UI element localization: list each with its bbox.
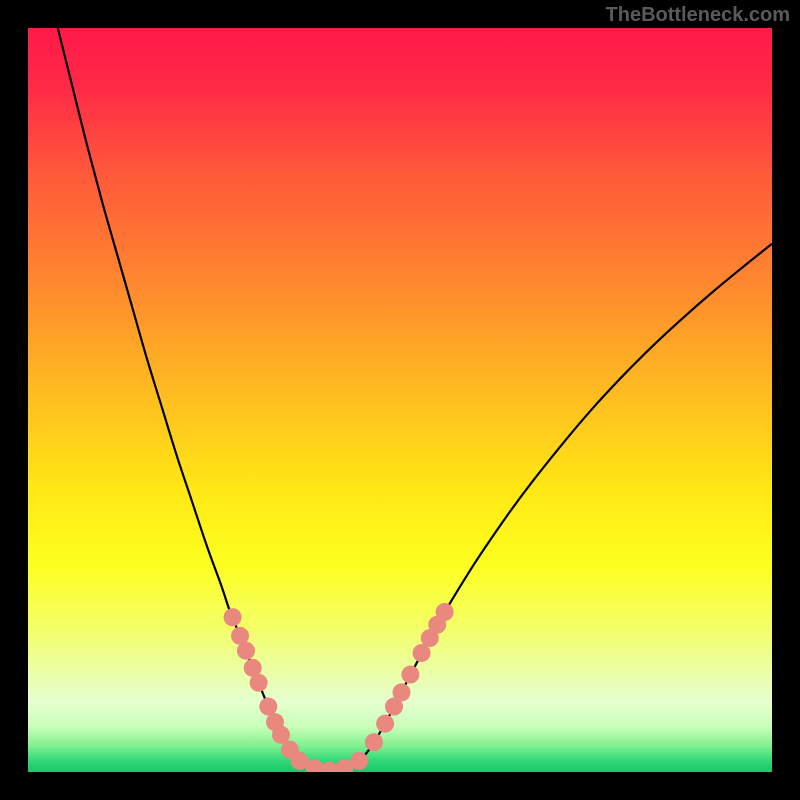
data-marker [224, 608, 242, 626]
data-marker [259, 698, 277, 716]
chart-gradient-bg [28, 28, 772, 772]
data-marker [350, 752, 368, 770]
chart-container: TheBottleneck.com [0, 0, 800, 800]
data-marker [376, 715, 394, 733]
data-marker [392, 683, 410, 701]
watermark-text: TheBottleneck.com [606, 4, 790, 27]
data-marker [250, 674, 268, 692]
data-marker [237, 642, 255, 660]
data-marker [401, 666, 419, 684]
data-marker [365, 733, 383, 751]
chart-svg [0, 0, 800, 800]
data-marker [436, 603, 454, 621]
